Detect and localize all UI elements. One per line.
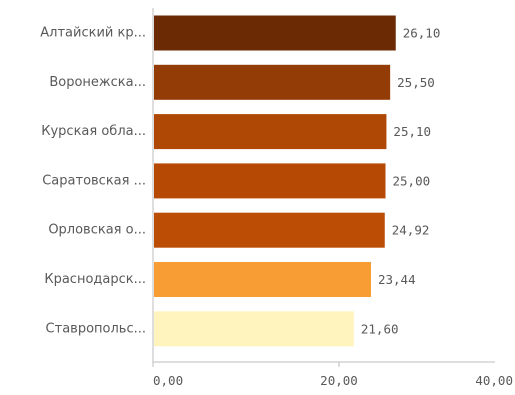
value-label: 26,10 — [403, 26, 441, 41]
value-label: 25,00 — [393, 173, 431, 188]
bar — [154, 212, 385, 248]
value-label: 24,92 — [392, 223, 430, 238]
bar — [154, 114, 387, 150]
category-label: Курская обла... — [41, 124, 146, 139]
bar — [154, 262, 371, 297]
bar — [154, 311, 354, 347]
category-label: Орловская о... — [48, 223, 146, 238]
bar — [154, 163, 386, 199]
category-label: Воронежска... — [49, 75, 146, 90]
x-axis: 0,00 20,00 40,00 — [152, 361, 513, 388]
category-label: Саратовская ... — [42, 173, 146, 188]
bar — [154, 15, 396, 51]
value-label: 23,44 — [378, 272, 416, 287]
value-label: 21,60 — [361, 321, 399, 336]
category-label: Ставропольс... — [46, 321, 146, 336]
x-tick-label: 20,00 — [320, 373, 358, 388]
category-label: Алтайский кр... — [40, 26, 146, 41]
value-label: 25,10 — [393, 124, 431, 139]
category-label: Краснодарск... — [44, 272, 146, 287]
bar — [154, 64, 391, 100]
x-tick-label: 40,00 — [475, 373, 513, 388]
x-tick-label: 0,00 — [153, 373, 183, 388]
bars-group: Алтайский кр... 26,10 Воронежска... 25,50 Ку… — [40, 15, 441, 347]
value-label: 25,50 — [397, 75, 435, 90]
